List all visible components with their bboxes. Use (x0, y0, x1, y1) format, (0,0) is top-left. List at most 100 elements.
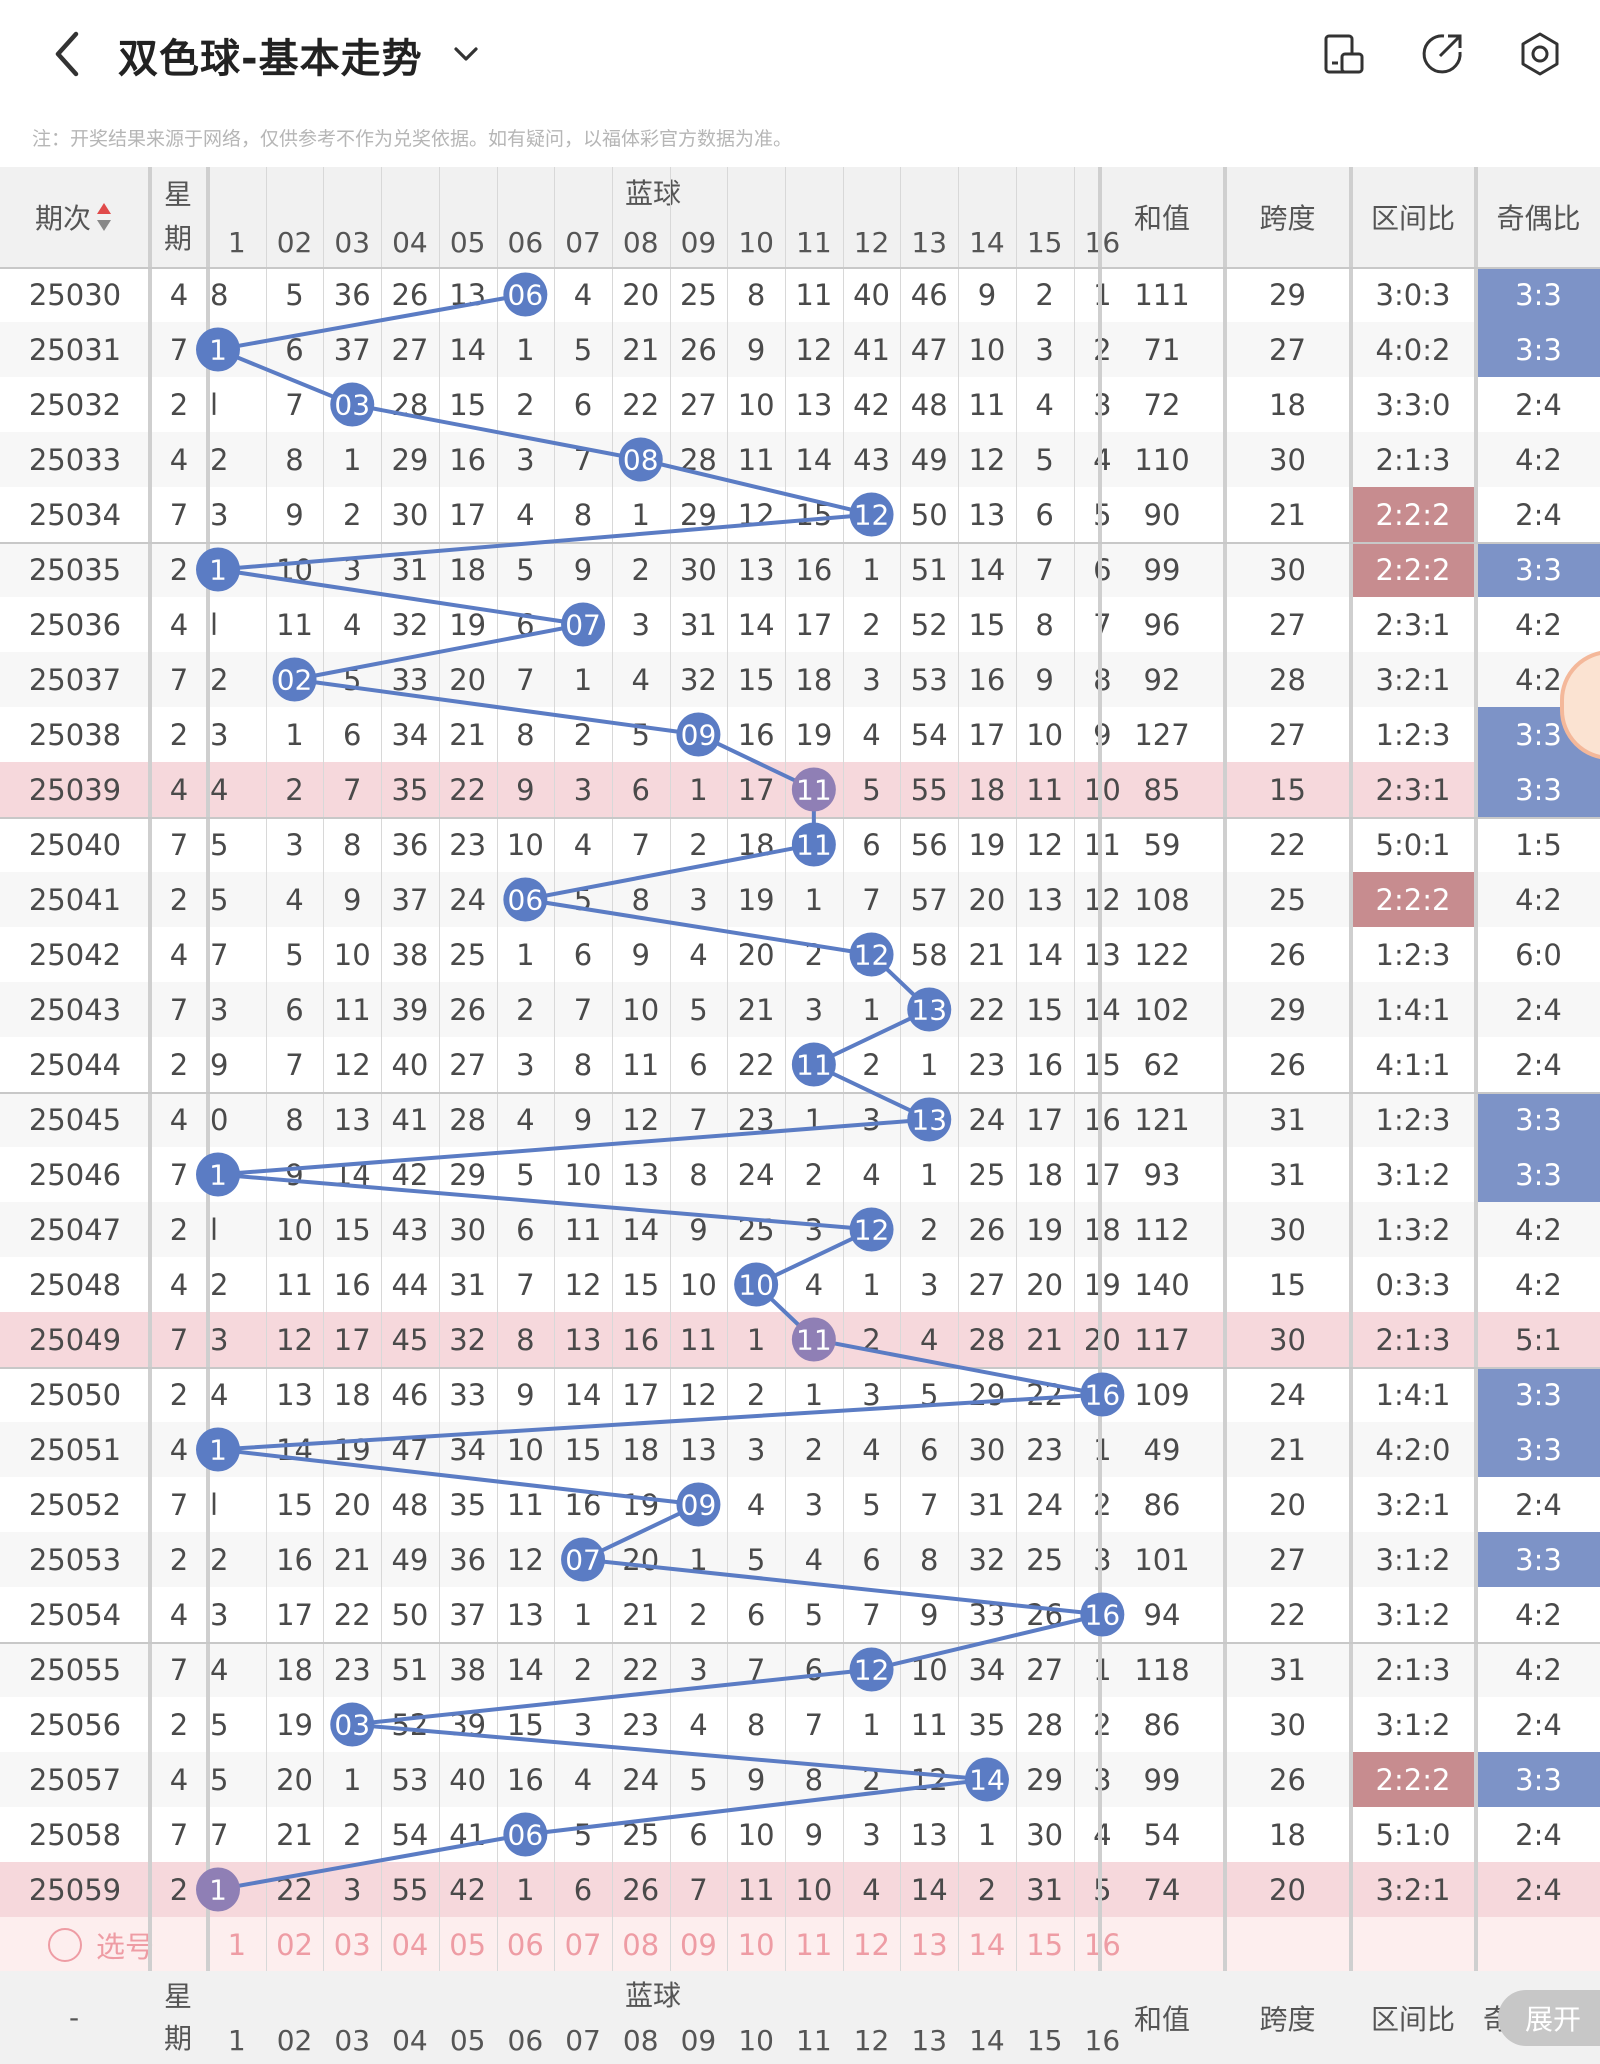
blue-omission-cell: 29 (1026, 1762, 1064, 1797)
share-icon[interactable] (1418, 30, 1466, 78)
column-span-header: 跨度 (1259, 202, 1316, 235)
pick-blue-number[interactable]: 04 (391, 1927, 429, 1962)
table-row[interactable]: 25058 7 7 21 2 54 41 5 25 6 10 9 3 13 1 30 4 54 18 5:1:0 2:4 (0, 1807, 1600, 1862)
blue-omission-cell: 3 (343, 1872, 362, 1907)
blue-omission-cell: 38 (391, 937, 429, 972)
blue-number-header-2: 02 (276, 225, 313, 259)
table-row[interactable]: 25055 7 4 18 23 51 38 14 2 22 3 7 6 10 34 27 1 118 31 2:1:3… (0, 1642, 1600, 1697)
pick-blue-number[interactable]: 03 (333, 1927, 371, 1962)
blue-omission-cell: 48 (391, 1487, 429, 1522)
table-row[interactable]: 25045 4 0 8 13 41 28 4 9 12 7 23 1 3 24 17 16 121 31 1:2:3 3… (0, 1092, 1600, 1147)
table-row[interactable]: 25056 2 5 19 52 39 15 3 23 4 8 7 1 11 35 28 2 86 30 3:1:2 2:… (0, 1697, 1600, 1752)
expand-button[interactable]: 展开 (1498, 1990, 1600, 2046)
odd-even-ratio: 5:1 (1515, 1322, 1562, 1357)
column-sum-header: 和值 (1133, 202, 1190, 235)
blue-number-header-3: 03 (334, 2024, 371, 2057)
pick-blue-number[interactable]: 10 (737, 1927, 775, 1962)
table-row[interactable]: 25052 7 l 15 20 48 35 11 16 19 4 3 5 7 31 24 2 86 20 3:2:1 2… (0, 1477, 1600, 1532)
table-row[interactable]: 25042 4 7 5 10 38 25 1 6 9 4 20 2 58 21 14 13 122 26 1:2:3 6… (0, 927, 1600, 982)
column-blue-header: 蓝球 (624, 177, 681, 210)
blue-omission-cell: 8 (516, 717, 535, 752)
blue-omission-cell: 36 (391, 827, 429, 862)
table-row[interactable]: 25049 7 3 12 17 45 32 8 13 16 11 1 2 4 28 21 20 117 30 2:1:… (0, 1312, 1600, 1367)
table-row[interactable]: 25035 2 10 3 31 18 5 9 2 30 13 16 1 51 14 7 6 99 30 2:2:2 3:… (0, 542, 1600, 597)
blue-omission-cell: 28 (391, 387, 429, 422)
blue-number-header-14: 14 (969, 2024, 1005, 2057)
table-row[interactable]: 25040 7 5 3 8 36 23 10 4 7 2 18 6 56 19 12 11 59 22 5:0:1 1:… (0, 817, 1600, 872)
blue-omission-cell: 19 (449, 607, 487, 642)
blue-omission-cell: 3 (210, 1322, 229, 1357)
zone-ratio: 5:1:0 (1375, 1817, 1451, 1852)
table-row[interactable]: 25038 2 3 1 6 34 21 8 2 5 16 19 4 54 17 10 9 127 27 1:2:3 3:… (0, 707, 1600, 762)
pick-blue-number[interactable]: 15 (1026, 1927, 1064, 1962)
pick-blue-number[interactable]: 06 (506, 1927, 544, 1962)
pick-blue-number[interactable]: 08 (622, 1927, 660, 1962)
blue-omission-cell: 40 (853, 277, 890, 312)
back-arrow-icon[interactable] (40, 24, 100, 84)
pick-blue-number[interactable]: 11 (795, 1927, 833, 1962)
table-row[interactable]: 25037 7 2 5 33 20 7 1 4 32 15 18 3 53 16 9 8 92 28 3:2:1 4:2 (0, 652, 1600, 707)
table-row[interactable]: 25047 2 l 10 15 43 30 6 11 14 9 25 3 2 26 19 18 112 30 1:3:… (0, 1202, 1600, 1257)
table-row[interactable]: 25034 7 3 9 2 30 17 4 8 1 29 12 15 50 13 6 5 90 21 2:2:2 2:4 (0, 487, 1600, 542)
pick-blue-number[interactable]: 16 (1083, 1927, 1121, 1962)
blue-omission-cell: 5 (516, 552, 535, 587)
chevron-down-icon[interactable] (446, 34, 486, 74)
blue-number-header-16: 16 (1084, 225, 1121, 259)
weekday: 2 (169, 1872, 189, 1907)
blue-omission-cell: 27 (679, 387, 717, 422)
footer-week-label: 星期 (163, 1979, 192, 2055)
table-row[interactable]: 25054 4 3 17 22 50 37 13 1 21 2 6 5 7 9 33 26 94 22 3:1:2 4:… (0, 1587, 1600, 1642)
pick-blue-number[interactable]: 1 (227, 1927, 247, 1962)
table-row[interactable]: 25039 4 4 2 7 35 22 9 3 6 1 17 5 55 18 11 10 85 15 2:3:1 3:3 (0, 762, 1600, 817)
blue-omission-cell: 4 (516, 497, 535, 532)
pick-blue-number[interactable]: 14 (968, 1927, 1006, 1962)
blue-omission-cell: 11 (564, 1212, 602, 1247)
table-row[interactable]: 25050 2 4 13 18 46 33 9 14 17 12 2 1 3 5 29 22 109 24 1:4:1… (0, 1367, 1600, 1422)
blue-omission-cell: 2 (746, 1377, 766, 1412)
table-row[interactable]: 25051 4 14 19 47 34 10 15 18 13 3 2 4 6 30 23 1 49 21 4:2:0… (0, 1422, 1600, 1477)
column-issue-header[interactable]: 期次 (0, 167, 148, 267)
blue-omission-cell (843, 487, 901, 542)
blue-omission-cell: 8 (343, 827, 362, 862)
pick-blue-number[interactable]: 07 (564, 1927, 602, 1962)
odd-even-ratio: 4:2 (1515, 1597, 1562, 1632)
table-row[interactable]: 25048 4 2 11 16 44 31 7 12 15 10 4 1 3 27 20 19 140 15 0:3:… (0, 1257, 1600, 1312)
odd-even-ratio: 4:2 (1515, 607, 1562, 642)
blue-omission-cell: 25 (1026, 1542, 1064, 1577)
odd-even-ratio: 3:3 (1477, 1422, 1600, 1477)
table-row[interactable]: 25046 7 9 14 42 29 5 10 13 8 24 2 4 1 25 18 17 93 31 3:1:2 3… (0, 1147, 1600, 1202)
sum-value: 59 (1143, 827, 1181, 862)
pick-blue-number[interactable]: 09 (679, 1927, 717, 1962)
pick-blue-number[interactable]: 13 (910, 1927, 948, 1962)
blue-omission-cell: 40 (449, 1762, 487, 1797)
trend-table-body: 25030 4 8 5 36 26 13 4 20 25 8 11 40 46 9 2 1 111 29 3:0:3 3… (0, 267, 1600, 1972)
pick-blue-number[interactable]: 02 (276, 1927, 313, 1962)
span-value: 24 (1269, 1377, 1306, 1412)
table-row[interactable]: 25030 4 8 5 36 26 13 4 20 25 8 11 40 46 9 2 1 111 29 3:0:3 3… (0, 267, 1600, 322)
table-row[interactable]: 25036 4 l 11 4 32 19 6 3 31 14 17 2 52 15 8 7 96 27 2:3:1 4:… (0, 597, 1600, 652)
pick-blue-number[interactable]: 12 (853, 1927, 890, 1962)
blue-omission-cell: 20 (449, 662, 487, 697)
issue-number: 25059 (28, 1872, 122, 1907)
layout-toggle-icon[interactable] (1320, 30, 1368, 78)
table-row[interactable]: 25057 4 5 20 1 53 40 16 4 24 5 9 8 2 12 29 3 99 26 2:2:2 3:3 (0, 1752, 1600, 1807)
table-row[interactable]: 25031 7 6 37 27 14 1 5 21 26 9 12 41 47 10 3 2 71 27 4:0:2 3… (0, 322, 1600, 377)
blue-omission-cell: 21 (449, 717, 487, 752)
footer-zone-header: 区间比 (1370, 2002, 1455, 2036)
table-row[interactable]: 25032 2 l 7 28 15 2 6 22 27 10 13 42 48 11 4 3 72 18 3:3:0 2… (0, 377, 1600, 432)
table-row[interactable]: 25033 4 2 8 1 29 16 3 7 28 11 14 43 49 12 5 4 110 30 2:1:3 4… (0, 432, 1600, 487)
table-row[interactable]: 25044 2 9 7 12 40 27 3 8 11 6 22 2 1 23 16 15 62 26 4:1:1 2:… (0, 1037, 1600, 1092)
blue-omission-cell: 3 (862, 1377, 881, 1412)
issue-number: 25032 (28, 387, 122, 422)
span-value: 30 (1269, 442, 1306, 477)
settings-icon[interactable] (1516, 30, 1564, 78)
issue-number: 25047 (28, 1212, 122, 1247)
blue-omission-cell: 4 (920, 1322, 939, 1357)
pick-blue-number[interactable]: 05 (449, 1927, 487, 1962)
table-row[interactable]: 25053 2 2 16 21 49 36 12 20 1 5 4 6 8 32 25 3 101 27 3:1:2 3… (0, 1532, 1600, 1587)
table-row[interactable]: 25059 2 22 3 55 42 1 6 26 7 11 10 4 14 2 31 5 74 20 3:2:1 2:… (0, 1862, 1600, 1917)
blue-omission-cell: 5 (285, 937, 304, 972)
pick-number-toggle[interactable]: 选号 (0, 1917, 208, 1972)
table-row[interactable]: 25043 7 3 6 11 39 26 2 7 10 5 21 3 1 22 15 14 102 29 1:4:1 2… (0, 982, 1600, 1037)
table-row[interactable]: 25041 2 5 4 9 37 24 5 8 3 19 1 7 57 20 13 12 108 25 2:2:2 4:… (0, 872, 1600, 927)
